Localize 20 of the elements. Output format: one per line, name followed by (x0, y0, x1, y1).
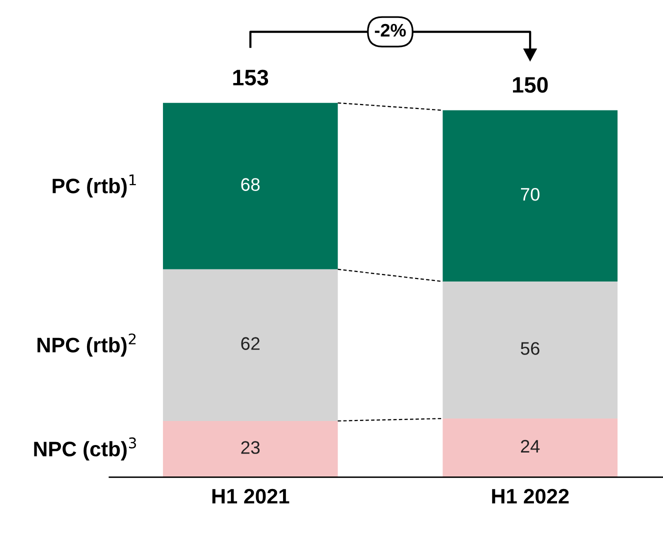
x-tick-label: H1 2022 (492, 488, 569, 504)
data-label: 23 (241, 441, 260, 454)
series-label: PC (rtb)$^{1}$ (52, 174, 136, 198)
bar (162, 269, 338, 421)
data-label: 56 (520, 342, 540, 355)
bar (162, 420, 338, 478)
total-label: 153 (233, 70, 268, 86)
data-label: 62 (241, 337, 260, 350)
bar (442, 110, 618, 282)
series-label: NPC (rtb)$^{2}$ (38, 333, 136, 357)
data-label: 68 (241, 178, 260, 191)
bar (442, 282, 618, 419)
bar (162, 102, 338, 270)
series-label: NPC (ctb)$^{3}$ (34, 437, 136, 461)
bar (442, 418, 618, 478)
total-label: 150 (512, 77, 548, 93)
data-label: 24 (520, 440, 540, 453)
text: -2% (374, 24, 406, 37)
data-label: 70 (521, 188, 540, 201)
x-tick-label: H1 2021 (212, 488, 290, 504)
